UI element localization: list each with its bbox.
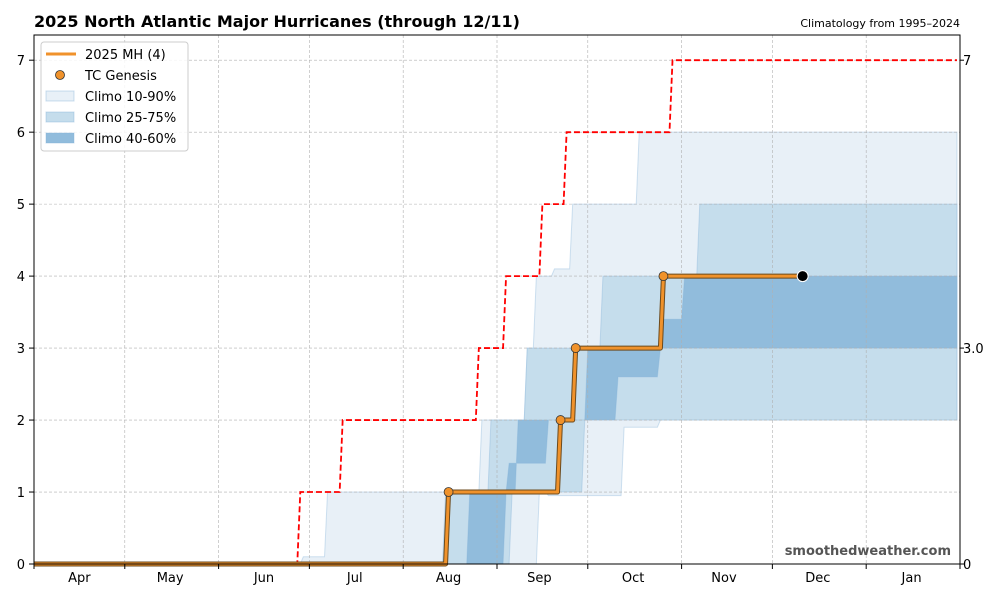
y-tick-label: 4: [17, 270, 25, 285]
x-tick-label: Nov: [711, 571, 737, 586]
genesis-point: [658, 271, 669, 282]
y-tick-label: 2: [17, 414, 25, 429]
x-tick-label: Apr: [68, 571, 91, 586]
x-tick-label: Dec: [805, 571, 830, 586]
y-tick-label: 3: [17, 342, 25, 357]
legend-swatch-icon: [45, 132, 75, 144]
current-point: [796, 270, 809, 283]
legend-label: 2025 MH (4): [85, 48, 166, 63]
x-tick-label: May: [157, 571, 184, 586]
genesis-point: [443, 487, 454, 497]
chart-title: 2025 North Atlantic Major Hurricanes (th…: [34, 12, 520, 31]
x-tick-label: Jun: [253, 571, 274, 586]
chart-subtitle: Climatology from 1995–2024: [800, 17, 960, 30]
mh-2025-line: [34, 274, 803, 566]
right-tick-label: 0: [963, 558, 971, 573]
genesis-point: [555, 415, 566, 425]
y-tick-label: 7: [17, 54, 25, 69]
record-max-line: [34, 59, 957, 565]
y-tick-label: 0: [17, 558, 25, 573]
legend-swatch-icon: [45, 90, 75, 102]
legend-marker-icon: [55, 70, 65, 80]
x-tick-label: Sep: [527, 571, 552, 586]
y-tick-label: 6: [17, 126, 25, 141]
legend-swatch-icon: [45, 111, 75, 123]
genesis-point: [570, 343, 581, 353]
legend: 2025 MH (4) TC Genesis Climo 10-90% Climo 2…: [40, 41, 189, 152]
right-tick-label: 7: [963, 54, 971, 69]
plot-area: Apr May Jun Jul Aug Sep Oct Nov Dec Jan 0 1 2 3 4 5 6 7 0 3…: [17, 34, 984, 586]
x-tick-label: Jan: [901, 571, 922, 586]
x-tick-label: Jul: [346, 571, 363, 586]
watermark: smoothedweather.com: [785, 544, 951, 559]
right-tick-label: 3.0: [963, 342, 984, 357]
x-tick-label: Oct: [622, 571, 644, 586]
x-tick-label: Aug: [436, 571, 461, 586]
legend-label: Climo 40-60%: [85, 132, 176, 147]
y-tick-label: 5: [17, 198, 25, 213]
y-tick-label: 1: [17, 486, 25, 501]
legend-label: TC Genesis: [84, 69, 157, 84]
legend-label: Climo 10-90%: [85, 90, 176, 105]
legend-label: Climo 25-75%: [85, 111, 176, 126]
legend-box: [40, 41, 189, 152]
